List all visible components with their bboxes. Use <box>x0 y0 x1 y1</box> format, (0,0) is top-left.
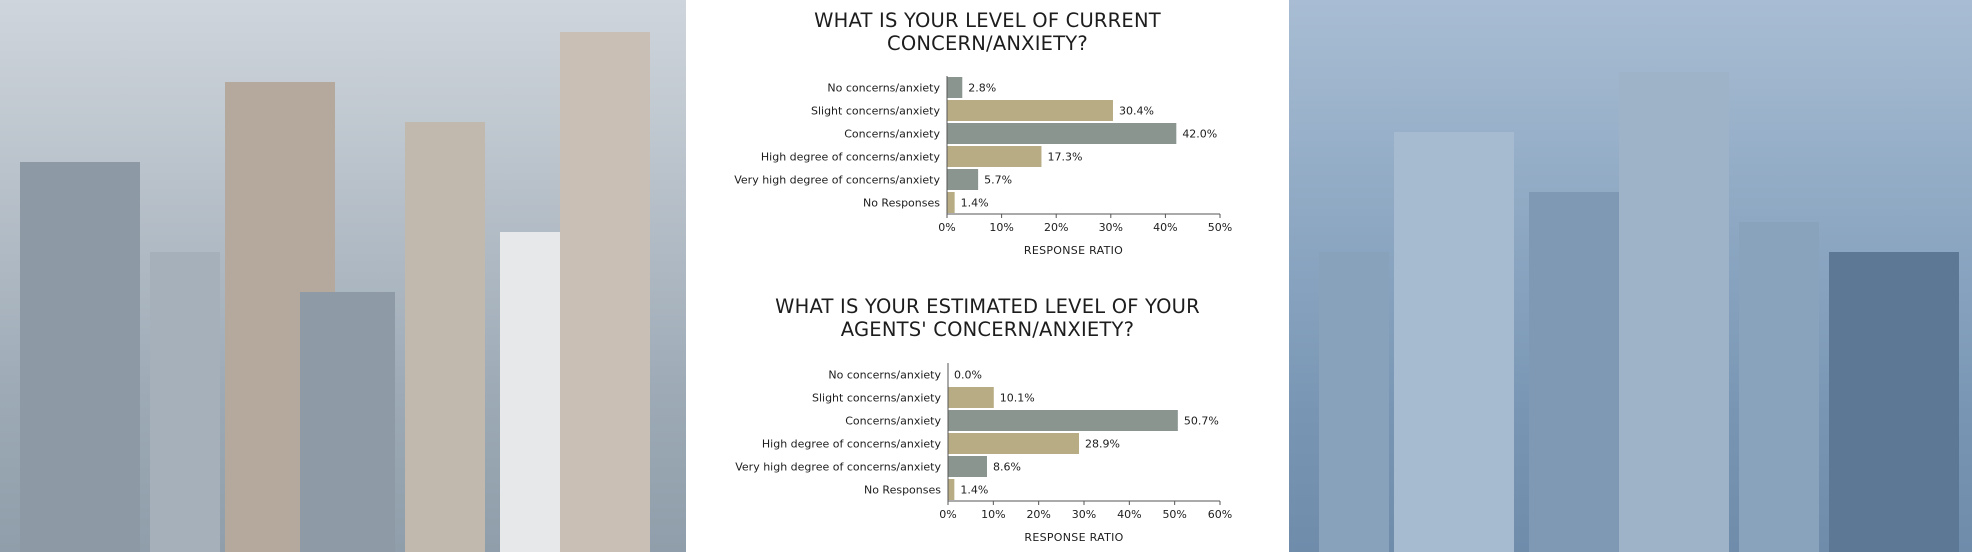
bar <box>947 169 979 190</box>
survey-charts-panel: WHAT IS YOUR LEVEL OF CURRENT CONCERN/AN… <box>686 0 1289 552</box>
x-tick-label: 50% <box>1208 221 1232 234</box>
category-label: High degree of concerns/anxiety <box>761 151 941 164</box>
bar <box>948 456 987 477</box>
category-label: No concerns/anxiety <box>827 82 940 95</box>
x-tick-label: 20% <box>1044 221 1068 234</box>
category-label: Very high degree of concerns/anxiety <box>735 461 941 474</box>
bar <box>947 77 963 98</box>
building-shape <box>1529 192 1619 552</box>
building-shape <box>1319 252 1389 552</box>
x-tick-label: 30% <box>1072 508 1096 521</box>
x-tick-label: 50% <box>1162 508 1186 521</box>
category-label: Slight concerns/anxiety <box>812 392 942 405</box>
building-shape <box>300 292 395 552</box>
x-tick-label: 0% <box>939 508 956 521</box>
value-label: 0.0% <box>954 369 982 382</box>
building-shape <box>150 252 220 552</box>
x-tick-label: 10% <box>989 221 1013 234</box>
chart-title: WHAT IS YOUR ESTIMATED LEVEL OF YOUR AGE… <box>686 295 1289 341</box>
category-label: Slight concerns/anxiety <box>811 105 941 118</box>
chart-title: WHAT IS YOUR LEVEL OF CURRENT CONCERN/AN… <box>686 9 1289 55</box>
category-label: No Responses <box>864 484 941 497</box>
bar <box>948 479 955 500</box>
chart-title-line: CONCERN/ANXIETY? <box>887 32 1088 55</box>
x-tick-label: 10% <box>981 508 1005 521</box>
city-skyline-photo-left <box>0 0 686 552</box>
x-tick-label: 30% <box>1099 221 1123 234</box>
bar <box>947 146 1042 167</box>
bar <box>947 123 1177 144</box>
bar <box>948 387 994 408</box>
x-tick-label: 60% <box>1208 508 1232 521</box>
value-label: 50.7% <box>1184 415 1219 428</box>
chart-title-line: AGENTS' CONCERN/ANXIETY? <box>840 318 1135 341</box>
x-tick-label: 20% <box>1026 508 1050 521</box>
building-shape <box>405 122 485 552</box>
category-label: No Responses <box>863 197 940 210</box>
category-label: No concerns/anxiety <box>828 369 941 382</box>
chart-title-line: WHAT IS YOUR LEVEL OF CURRENT <box>814 9 1161 32</box>
chart-current-concern: WHAT IS YOUR LEVEL OF CURRENT CONCERN/AN… <box>686 0 1289 270</box>
bar-chart-svg: No concerns/anxiety 2.8% Slight concerns/a… <box>734 76 1232 257</box>
bar <box>947 100 1113 121</box>
x-tick-label: 0% <box>938 221 955 234</box>
x-axis-title: RESPONSE RATIO <box>1024 531 1123 544</box>
building-shape <box>1619 72 1729 552</box>
building-shape <box>1394 132 1514 552</box>
value-label: 1.4% <box>961 197 989 210</box>
building-shape <box>560 32 650 552</box>
value-label: 8.6% <box>993 461 1021 474</box>
bar <box>947 192 955 213</box>
category-label: Concerns/anxiety <box>844 128 940 141</box>
value-label: 2.8% <box>968 82 996 95</box>
value-label: 28.9% <box>1085 438 1120 451</box>
bar <box>948 433 1080 454</box>
bar-chart-svg: No concerns/anxiety 0.0% Slight concerns/a… <box>735 363 1232 544</box>
value-label: 17.3% <box>1047 151 1082 164</box>
category-label: High degree of concerns/anxiety <box>762 438 942 451</box>
building-shape <box>20 162 140 552</box>
category-label: Concerns/anxiety <box>845 415 941 428</box>
value-label: 10.1% <box>1000 392 1035 405</box>
value-label: 30.4% <box>1119 105 1154 118</box>
x-tick-label: 40% <box>1153 221 1177 234</box>
value-label: 1.4% <box>960 484 988 497</box>
value-label: 42.0% <box>1182 128 1217 141</box>
building-shape <box>1829 252 1959 552</box>
chart-agents-concern: WHAT IS YOUR ESTIMATED LEVEL OF YOUR AGE… <box>686 285 1289 552</box>
x-tick-label: 40% <box>1117 508 1141 521</box>
category-label: Very high degree of concerns/anxiety <box>734 174 940 187</box>
x-axis-title: RESPONSE RATIO <box>1024 244 1123 257</box>
value-label: 5.7% <box>984 174 1012 187</box>
city-skyline-photo-right <box>1289 0 1972 552</box>
building-shape <box>1739 222 1819 552</box>
chart-title-line: WHAT IS YOUR ESTIMATED LEVEL OF YOUR <box>775 295 1200 318</box>
bar <box>948 410 1178 431</box>
